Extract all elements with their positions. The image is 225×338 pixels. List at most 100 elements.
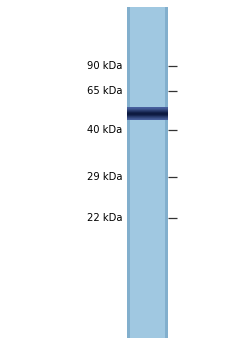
Bar [127, 215, 130, 217]
Bar [127, 172, 168, 173]
Bar [127, 76, 168, 77]
Bar [127, 301, 168, 303]
Bar [127, 55, 168, 56]
Bar [165, 317, 168, 318]
Bar [165, 320, 168, 321]
Bar [127, 16, 130, 17]
Bar [127, 86, 130, 87]
Bar [127, 139, 130, 140]
Bar [165, 334, 168, 335]
Bar [127, 191, 130, 192]
Bar [127, 242, 168, 243]
Bar [165, 28, 168, 29]
Bar [127, 177, 130, 178]
Bar [127, 263, 130, 264]
Bar [127, 12, 130, 14]
Bar [127, 15, 168, 16]
Bar [127, 181, 168, 182]
Bar [127, 316, 168, 317]
Bar [127, 209, 130, 210]
Bar [165, 223, 168, 224]
Bar [165, 226, 168, 227]
Bar [127, 122, 130, 123]
Text: 90 kDa: 90 kDa [87, 61, 123, 71]
Bar [127, 7, 168, 8]
Bar [127, 120, 130, 122]
Bar [165, 156, 168, 157]
Bar [127, 266, 168, 267]
Bar [165, 204, 168, 206]
Bar [127, 192, 130, 193]
Bar [127, 8, 130, 9]
Bar [127, 45, 130, 47]
Bar [165, 296, 168, 297]
Bar [127, 112, 168, 113]
Bar [127, 151, 168, 152]
Bar [165, 167, 168, 168]
Bar [127, 81, 130, 82]
Bar [127, 122, 168, 123]
Bar [165, 304, 168, 305]
Bar [127, 258, 168, 259]
Bar [127, 107, 168, 108]
Bar [165, 330, 168, 331]
Bar [127, 21, 168, 22]
Bar [127, 156, 130, 157]
Bar [127, 251, 168, 252]
Bar [165, 186, 168, 187]
Bar [127, 220, 168, 221]
Bar [127, 20, 130, 21]
Bar [127, 296, 168, 297]
Bar [127, 158, 130, 159]
Bar [165, 326, 168, 327]
Bar [165, 322, 168, 324]
Bar [165, 200, 168, 201]
Bar [127, 238, 168, 239]
Bar [127, 182, 130, 184]
Bar [165, 275, 168, 276]
Bar [165, 233, 168, 234]
Bar [165, 99, 168, 101]
Bar [165, 197, 168, 198]
Bar [165, 128, 168, 129]
Bar [165, 22, 168, 23]
Bar [127, 197, 168, 198]
Bar [165, 294, 168, 295]
Bar [127, 89, 168, 90]
Bar [127, 312, 168, 313]
Bar [127, 115, 130, 116]
Bar [165, 97, 168, 98]
Bar [127, 142, 130, 143]
Bar [127, 189, 130, 190]
Bar [127, 276, 168, 277]
Bar [127, 160, 130, 161]
Bar [127, 128, 130, 129]
Bar [127, 233, 130, 234]
Bar [165, 284, 168, 285]
Bar [127, 68, 168, 69]
Bar [127, 325, 130, 326]
Bar [127, 293, 130, 294]
Bar [127, 172, 130, 173]
Bar [127, 267, 168, 268]
Bar [127, 199, 168, 200]
Bar [165, 10, 168, 11]
Bar [127, 207, 130, 208]
Bar [165, 188, 168, 189]
Bar [127, 331, 168, 333]
Bar [165, 125, 168, 126]
Bar [127, 279, 130, 280]
Bar [165, 324, 168, 325]
Bar [127, 32, 130, 33]
Bar [165, 101, 168, 102]
Bar [127, 114, 130, 115]
Bar [127, 132, 168, 134]
Bar [165, 93, 168, 94]
Bar [127, 74, 168, 75]
Bar [127, 167, 130, 168]
Bar [127, 269, 168, 271]
Bar [127, 66, 130, 68]
Bar [165, 149, 168, 150]
Bar [127, 102, 168, 103]
Bar [165, 215, 168, 217]
